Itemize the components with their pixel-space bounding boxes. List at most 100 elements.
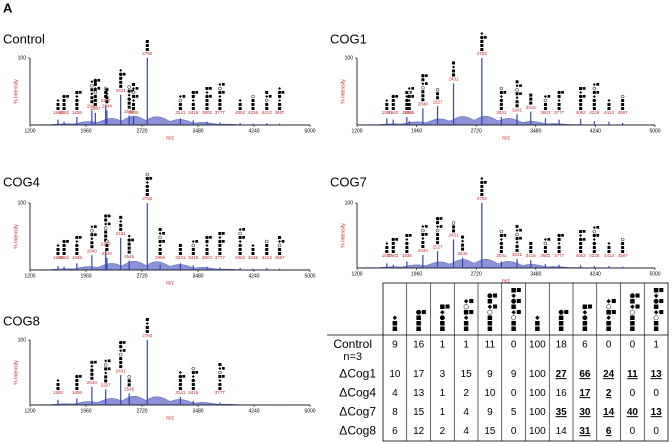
peak-label: 3416 xyxy=(188,110,199,115)
glycan-square xyxy=(238,236,242,239)
peak-label: 2966 xyxy=(155,255,166,260)
glycan-circle xyxy=(158,235,162,240)
glycan-square xyxy=(436,237,440,241)
y-tick-label: 100 xyxy=(18,200,27,206)
glycan-square xyxy=(452,61,456,65)
glycan-diamond xyxy=(90,92,94,96)
glycan-square xyxy=(75,387,79,390)
glycan-square xyxy=(104,367,108,371)
glycan-branch xyxy=(561,91,564,94)
glycan-square xyxy=(499,234,503,237)
peak-label: 3777 xyxy=(215,110,226,115)
x-tick-label: 1200 xyxy=(24,128,35,134)
glycan-square xyxy=(511,288,516,293)
glycan-square xyxy=(265,107,269,110)
glycan-square xyxy=(630,321,635,326)
x-tick-label: 3480 xyxy=(192,128,203,134)
panel-title: COG7 xyxy=(330,174,367,189)
y-tick-label: 100 xyxy=(345,55,354,61)
peak-label: 1580 xyxy=(382,253,393,258)
glycan-square xyxy=(463,326,469,331)
glycan-square xyxy=(218,375,222,378)
glycan-circle xyxy=(218,370,222,375)
peak-label: 4413 xyxy=(262,255,273,260)
glycan-square xyxy=(278,252,282,255)
glycan-square xyxy=(238,252,242,255)
glycan-diamond xyxy=(104,359,108,363)
table-cell: 14 xyxy=(556,426,568,437)
table-cell: 2 xyxy=(606,388,612,399)
x-tick-label: 1960 xyxy=(411,271,422,277)
glycan-branch xyxy=(564,310,569,315)
glycan-square xyxy=(127,101,131,105)
glycan-square xyxy=(557,107,561,110)
glycan-branch xyxy=(78,236,82,239)
glycan-square xyxy=(407,103,411,106)
glycan-circle xyxy=(145,184,150,189)
glycan-square xyxy=(90,100,94,104)
glycan-square xyxy=(630,299,635,304)
glycan-square xyxy=(416,315,421,320)
glycan-branch xyxy=(107,359,111,363)
glycan-branch xyxy=(209,87,212,90)
glycan-circle xyxy=(499,86,504,91)
glycan-square xyxy=(75,379,79,382)
glycan-square xyxy=(480,48,484,51)
glycan-circle xyxy=(620,94,625,99)
glycan-branch xyxy=(135,86,139,90)
glycan-branch xyxy=(582,238,586,241)
table-cell: 0 xyxy=(630,426,636,437)
glycan-square xyxy=(251,107,255,110)
glycan-circle xyxy=(238,231,242,236)
peak-label: 1836 xyxy=(72,110,83,115)
peak-label: 2792 xyxy=(477,196,488,201)
glycan-circle xyxy=(421,86,425,90)
glycan-circle xyxy=(435,87,440,92)
glycan-square xyxy=(421,90,425,94)
glycan-circle xyxy=(653,298,659,304)
glycan-square xyxy=(119,365,123,369)
glycan-square xyxy=(543,103,547,106)
peak-label: 4587 xyxy=(275,110,286,115)
glycan-square xyxy=(529,246,533,249)
glycan-square xyxy=(178,107,182,110)
glycan-diamond xyxy=(543,238,547,241)
glycan-square xyxy=(265,252,269,255)
glycan-square xyxy=(579,250,583,253)
glycan-square xyxy=(75,248,79,251)
glycan-square xyxy=(218,387,222,390)
glycan-diamond xyxy=(145,181,149,184)
glycan-circle xyxy=(391,94,395,99)
x-tick-label: 5000 xyxy=(649,128,660,134)
panel-title: Control xyxy=(3,31,45,46)
glycan-square xyxy=(90,88,94,92)
glycan-branch xyxy=(395,238,399,241)
glycan-diamond xyxy=(421,225,425,228)
peak-label: 1836 xyxy=(72,390,83,395)
table-cell: 35 xyxy=(556,407,568,418)
glycan-square xyxy=(127,383,131,387)
peak-label: 1836 xyxy=(402,253,413,258)
glycan-circle xyxy=(435,216,440,221)
glycan-square xyxy=(392,326,398,331)
glycan-square xyxy=(621,99,625,102)
glycan-diamond xyxy=(653,310,659,315)
glycan-branch xyxy=(519,92,522,95)
glycan-square xyxy=(391,103,395,106)
glycan-diamond xyxy=(543,95,547,98)
x-axis-label: m/z xyxy=(166,415,175,421)
glycan-diamond xyxy=(463,299,469,304)
glycan-diamond xyxy=(218,367,222,370)
glycan-diamond xyxy=(511,310,516,315)
glycan-square xyxy=(238,107,242,110)
glycan-diamond xyxy=(145,322,149,325)
glycan-square xyxy=(529,97,533,101)
glycan-branch xyxy=(162,232,165,235)
glycan-branch xyxy=(162,240,165,243)
glycan-square xyxy=(440,326,445,331)
glycan-square xyxy=(487,315,493,320)
glycan-circle xyxy=(127,375,131,379)
table-cell: 17 xyxy=(579,388,591,399)
glycan-square xyxy=(630,326,635,331)
